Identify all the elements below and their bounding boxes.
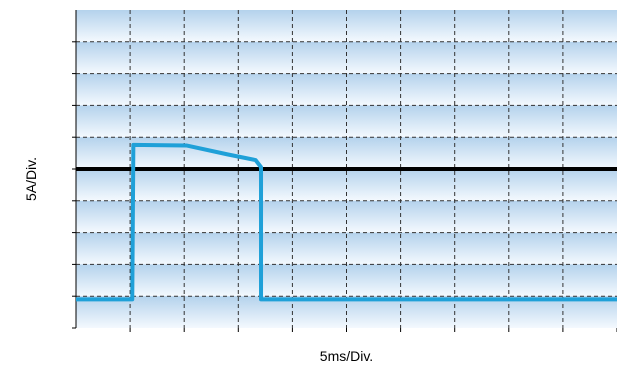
axis-ticks <box>72 41 617 332</box>
x-axis-label: 5ms/Div. <box>320 348 373 364</box>
series-trace <box>76 142 617 302</box>
y-axis-label: 5A/Div. <box>23 157 39 201</box>
